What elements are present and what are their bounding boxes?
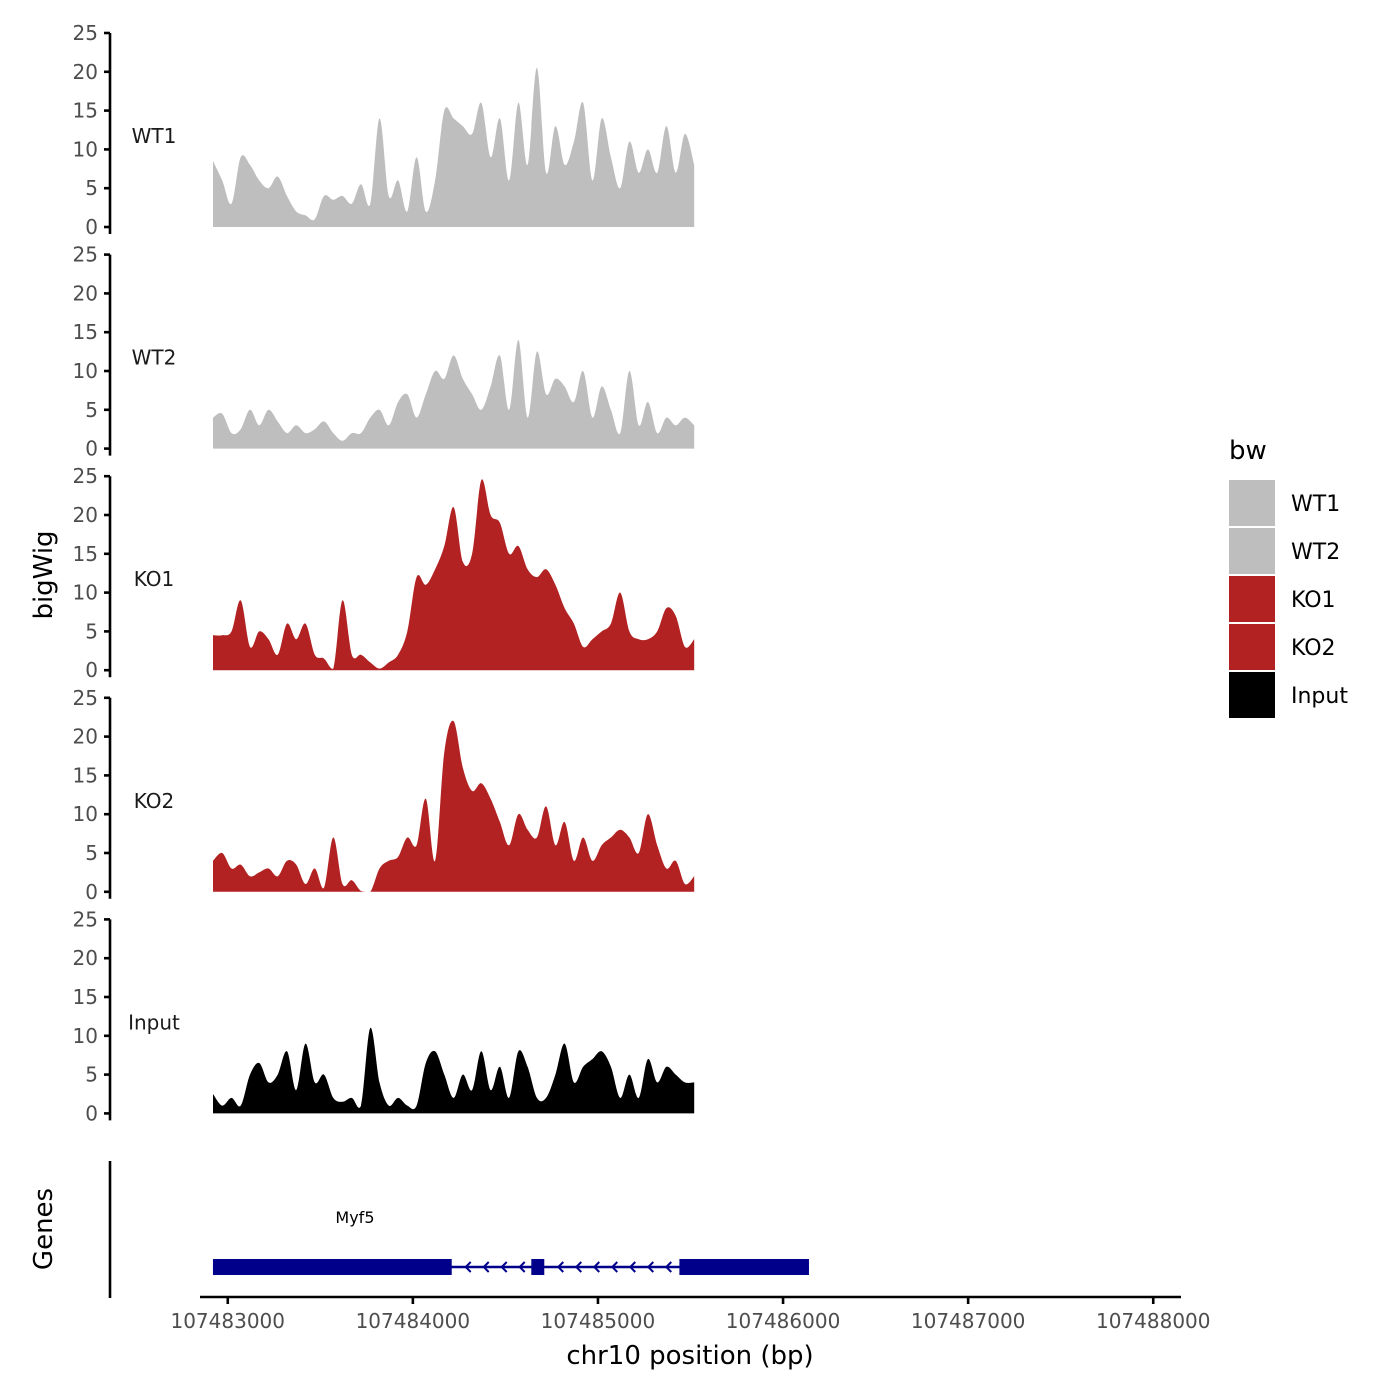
y-tick-label: 20 (73, 946, 98, 970)
track-label: Input (128, 1010, 180, 1034)
y-tick-label: 15 (73, 763, 98, 787)
legend-title: bw (1229, 436, 1267, 466)
y-tick-label: 0 (85, 880, 98, 904)
legend-key-wt2 (1229, 528, 1275, 574)
y-tick-label: 25 (73, 243, 98, 267)
x-tick-label: 107487000 (911, 1309, 1026, 1333)
y-tick-label: 25 (73, 686, 98, 710)
y-tick-label: 0 (85, 658, 98, 682)
strand-arrow (610, 1261, 618, 1273)
x-tick-label: 107483000 (170, 1309, 285, 1333)
y-tick-label: 5 (85, 176, 98, 200)
gene-exon (679, 1259, 809, 1275)
gene-track: Genes Myf5 (29, 1161, 809, 1298)
y-tick-label: 10 (73, 137, 98, 161)
legend-key-ko2 (1229, 624, 1275, 670)
gene-exon (212, 1259, 452, 1275)
strand-arrow (464, 1261, 472, 1273)
legend-label-ko2: KO2 (1291, 636, 1336, 661)
track-ko1: 0 5 10 15 20 25 KO1 (73, 464, 695, 682)
track-wt2: 0 5 10 15 20 25 WT2 (73, 243, 695, 461)
gene-name-label: Myf5 (335, 1208, 374, 1227)
x-axis: 107483000 107484000 107485000 107486000 1074… (170, 1295, 1211, 1333)
y-tick-label: 15 (73, 320, 98, 344)
coverage-tracks: 0510152025WT10510152025WT20510152025KO10… (73, 21, 695, 1125)
y-tick-label: 5 (85, 619, 98, 643)
x-tick-label: 107488000 (1096, 1309, 1211, 1333)
y-tick-label: 5 (85, 841, 98, 865)
legend-key-wt1 (1229, 480, 1275, 526)
x-tick-label: 107484000 (356, 1309, 471, 1333)
y-axis-title: bigWig (29, 530, 59, 619)
y-tick-label: 25 (73, 464, 98, 488)
coverage-area-ko2 (213, 720, 695, 892)
y-tick-label: 10 (73, 1024, 98, 1048)
track-label: WT2 (132, 346, 177, 370)
y-tick-label: 25 (73, 907, 98, 931)
legend-label-wt2: WT2 (1291, 540, 1340, 565)
track-wt1: 0 5 10 15 20 25 WT1 (73, 21, 695, 239)
y-tick-label: 5 (85, 398, 98, 422)
legend-label-input: Input (1291, 684, 1348, 709)
strand-arrow (518, 1261, 526, 1273)
track-input: 0 5 10 15 20 25 Input (73, 907, 695, 1125)
legend-label-wt1: WT1 (1291, 492, 1340, 517)
strand-arrow (574, 1261, 582, 1273)
y-tick-label: 0 (85, 1101, 98, 1125)
coverage-area-wt2 (213, 339, 695, 449)
x-axis-title: chr10 position (bp) (566, 1341, 813, 1371)
gene-track-label: Genes (29, 1188, 59, 1270)
x-tick-label: 107486000 (726, 1309, 841, 1333)
strand-arrow (664, 1261, 672, 1273)
strand-arrow (628, 1261, 636, 1273)
strand-arrow (482, 1261, 490, 1273)
y-tick-label: 15 (73, 99, 98, 123)
y-tick-label: 15 (73, 985, 98, 1009)
track-label: KO1 (134, 567, 175, 591)
x-tick-label: 107485000 (541, 1309, 656, 1333)
gene-exon (531, 1259, 545, 1275)
track-label: WT1 (132, 124, 177, 148)
legend-label-ko1: KO1 (1291, 588, 1336, 613)
coverage-area-wt1 (213, 67, 695, 228)
strand-arrow (500, 1261, 508, 1273)
coverage-area-input (213, 1027, 695, 1114)
legend: bw WT1 WT2 KO1 KO2 Input (1229, 436, 1348, 718)
strand-arrow (646, 1261, 654, 1273)
y-tick-label: 10 (73, 581, 98, 605)
track-label: KO2 (134, 789, 175, 813)
coverage-area-ko1 (213, 479, 695, 671)
y-tick-label: 20 (73, 60, 98, 84)
y-tick-label: 10 (73, 802, 98, 826)
y-tick-label: 20 (73, 281, 98, 305)
track-ko2: 0 5 10 15 20 25 KO2 (73, 686, 695, 904)
y-tick-label: 0 (85, 437, 98, 461)
y-tick-label: 15 (73, 542, 98, 566)
y-tick-label: 20 (73, 725, 98, 749)
strand-arrow (592, 1261, 600, 1273)
y-tick-label: 20 (73, 503, 98, 527)
y-tick-label: 5 (85, 1063, 98, 1087)
y-tick-label: 0 (85, 215, 98, 239)
legend-key-input (1229, 672, 1275, 718)
y-tick-label: 10 (73, 359, 98, 383)
legend-key-ko1 (1229, 576, 1275, 622)
strand-arrow (556, 1261, 564, 1273)
y-tick-label: 25 (73, 21, 98, 45)
